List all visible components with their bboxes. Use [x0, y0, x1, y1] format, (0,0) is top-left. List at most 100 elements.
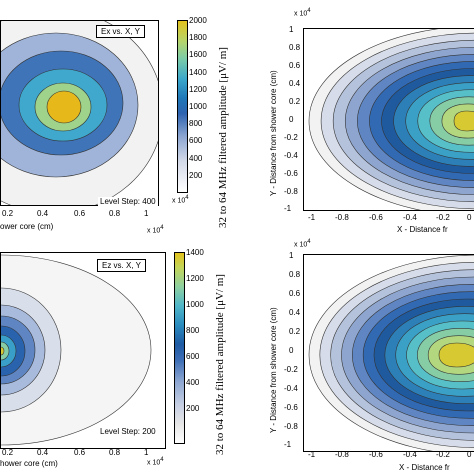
x-tick-label: -0.8	[335, 450, 349, 459]
x-exponent-ez: x 104	[147, 457, 164, 466]
x-tick-label: -0.8	[335, 213, 349, 222]
x-tick-label: 0.4	[37, 448, 49, 457]
colorbar-label-ez: 32 to 64 MHz filtered amplitude [μV/ m]	[214, 274, 226, 455]
colorbar-tick-label: 1400	[186, 248, 204, 257]
y-exponent-tr: x 104	[294, 8, 311, 17]
y-tick-label: -0.4	[284, 384, 298, 393]
x-tick-label: -0.4	[403, 213, 417, 222]
x-tick-label: 0	[467, 213, 472, 222]
colorbar-tick-label: 400	[189, 153, 203, 163]
y-tick-label: 0.8	[289, 270, 301, 279]
y-tick-label: -1	[284, 440, 292, 449]
plot-area-ex	[0, 20, 159, 206]
contour-plot-tr	[308, 29, 474, 210]
y-tick-label: -0.6	[284, 403, 298, 412]
x-axis-label-ex: ower core (cm)	[0, 222, 54, 231]
plot-area-ez	[0, 252, 166, 449]
cbar-exponent-power: 4	[185, 195, 189, 201]
colorbar-tick-label: 1200	[189, 84, 207, 94]
x-tick-label: -0.2	[436, 450, 450, 459]
y-tick-label: 0.8	[289, 43, 301, 52]
colorbar-tick-label: 600	[186, 352, 200, 361]
x-exponent-power: 4	[160, 457, 164, 463]
colorbar-label-ex: 32 to 64 MHz filtered amplitude [μV/ m]	[217, 47, 229, 228]
colorbar-ex	[177, 20, 188, 193]
colorbar-exponent-ex: x 104	[172, 195, 189, 204]
legend-ez: Ez vs. X, Y	[97, 259, 146, 272]
colorbar-tick-label: 200	[186, 404, 200, 413]
contour-plot-ez	[1, 254, 152, 446]
contour-level-5	[46, 90, 82, 124]
y-tick-label: -0.8	[284, 187, 298, 196]
legend-ex: Ex vs. X, Y	[96, 25, 145, 38]
plot-area-tr	[303, 28, 474, 211]
x-axis-label-tr: X - Distance fr	[397, 225, 448, 234]
x-tick-label: 0.8	[109, 209, 121, 218]
contour-level-7	[1, 346, 5, 356]
y-axis-label-tr: Y - Distance from shower core (cm)	[269, 70, 278, 196]
x-exponent-base: x 10	[147, 459, 161, 467]
x-tick-label: 0.6	[74, 209, 86, 218]
x-exponent-power: 4	[160, 225, 164, 231]
colorbar-tick-label: 2000	[189, 16, 207, 25]
x-tick-label: -0.2	[436, 213, 450, 222]
colorbar-tick-label: 800	[186, 326, 200, 335]
y-tick-label: 0	[289, 115, 294, 124]
y-exponent-power: 4	[307, 8, 311, 14]
colorbar-tick-label: 1800	[189, 33, 207, 43]
y-tick-label: 0.6	[289, 289, 301, 298]
y-tick-label: 0	[289, 346, 294, 355]
panel-ez-bottom-left: Ez vs. X, Y Level Step: 200 0.2 0.4 0.6 0.8…	[0, 237, 230, 474]
y-tick-label: 1	[289, 25, 294, 34]
y-tick-label: -0.2	[284, 133, 298, 142]
y-tick-label: -1	[284, 204, 292, 213]
colorbar-tick-label: 1000	[189, 102, 207, 111]
y-tick-label: -0.6	[284, 169, 298, 178]
y-tick-label: 0.4	[289, 308, 301, 317]
y-tick-label: -0.4	[284, 151, 298, 160]
x-tick-label: 0.2	[2, 448, 14, 457]
contour-plot-ex	[1, 21, 158, 205]
y-tick-label: 0.2	[289, 327, 301, 336]
y-exponent-base: x 10	[294, 10, 308, 18]
contour-plot-br	[308, 255, 474, 451]
contour-level-6	[1, 341, 10, 361]
colorbar-ez	[174, 252, 185, 444]
plot-area-br	[303, 254, 474, 452]
y-exponent-power: 4	[307, 239, 311, 245]
colorbar-tick-label: 200	[189, 170, 203, 180]
y-tick-label: 1	[289, 251, 294, 260]
panel-bottom-right: x 104 1 0.8 0.6 0.4 0.2 0 -0.2 -0.4 -0.6 -0.8 -1 -…	[237, 237, 474, 474]
colorbar-tick-label: 1000	[186, 300, 204, 309]
panel-ex-top-left: Ex vs. X, Y Level Step: 400 0.2 0.4 0.6 0.8…	[0, 0, 230, 237]
x-exponent-ex: x 104	[147, 225, 164, 234]
colorbar-tick-label: 1600	[189, 50, 207, 60]
colorbar-tick-label: 600	[189, 136, 203, 146]
contour-level-12	[438, 342, 474, 368]
colorbar-tick-label: 800	[189, 119, 203, 129]
y-exponent-base: x 10	[294, 241, 308, 249]
x-tick-label: -0.6	[369, 450, 383, 459]
y-tick-label: 0.6	[289, 61, 301, 70]
x-tick-label: 0.6	[74, 448, 86, 457]
x-exponent-base: x 10	[147, 227, 161, 235]
panel-top-right: x 104 1 0.8 0.6 0.4 0.2 0 -0.2 -0.4 -0.6 -0.8 -1 -…	[237, 0, 474, 237]
x-tick-label: 0.4	[37, 209, 49, 218]
x-tick-label: -1	[308, 450, 316, 459]
level-step-ez: Level Step: 200	[98, 427, 158, 436]
x-axis-label-br: X - Distance fr	[399, 463, 450, 472]
colorbar-tick-label: 1400	[189, 67, 207, 77]
y-tick-label: 0.4	[289, 79, 301, 88]
x-tick-label: 1	[144, 448, 149, 457]
x-axis-label-ez: hower core (cm)	[0, 459, 58, 468]
x-tick-label: -1	[308, 213, 316, 222]
x-tick-label: 0.8	[109, 448, 121, 457]
y-tick-label: 0.2	[289, 97, 301, 106]
colorbar-tick-label: 400	[186, 378, 200, 387]
y-axis-label-br: Y - Distance from shower core (cm)	[269, 307, 278, 433]
x-tick-label: 1	[144, 209, 149, 218]
cbar-exponent-base: x 10	[172, 197, 186, 205]
level-step-ex: Level Step: 400	[98, 197, 158, 206]
x-tick-label: 0	[467, 450, 472, 459]
y-tick-label: -0.2	[284, 365, 298, 374]
